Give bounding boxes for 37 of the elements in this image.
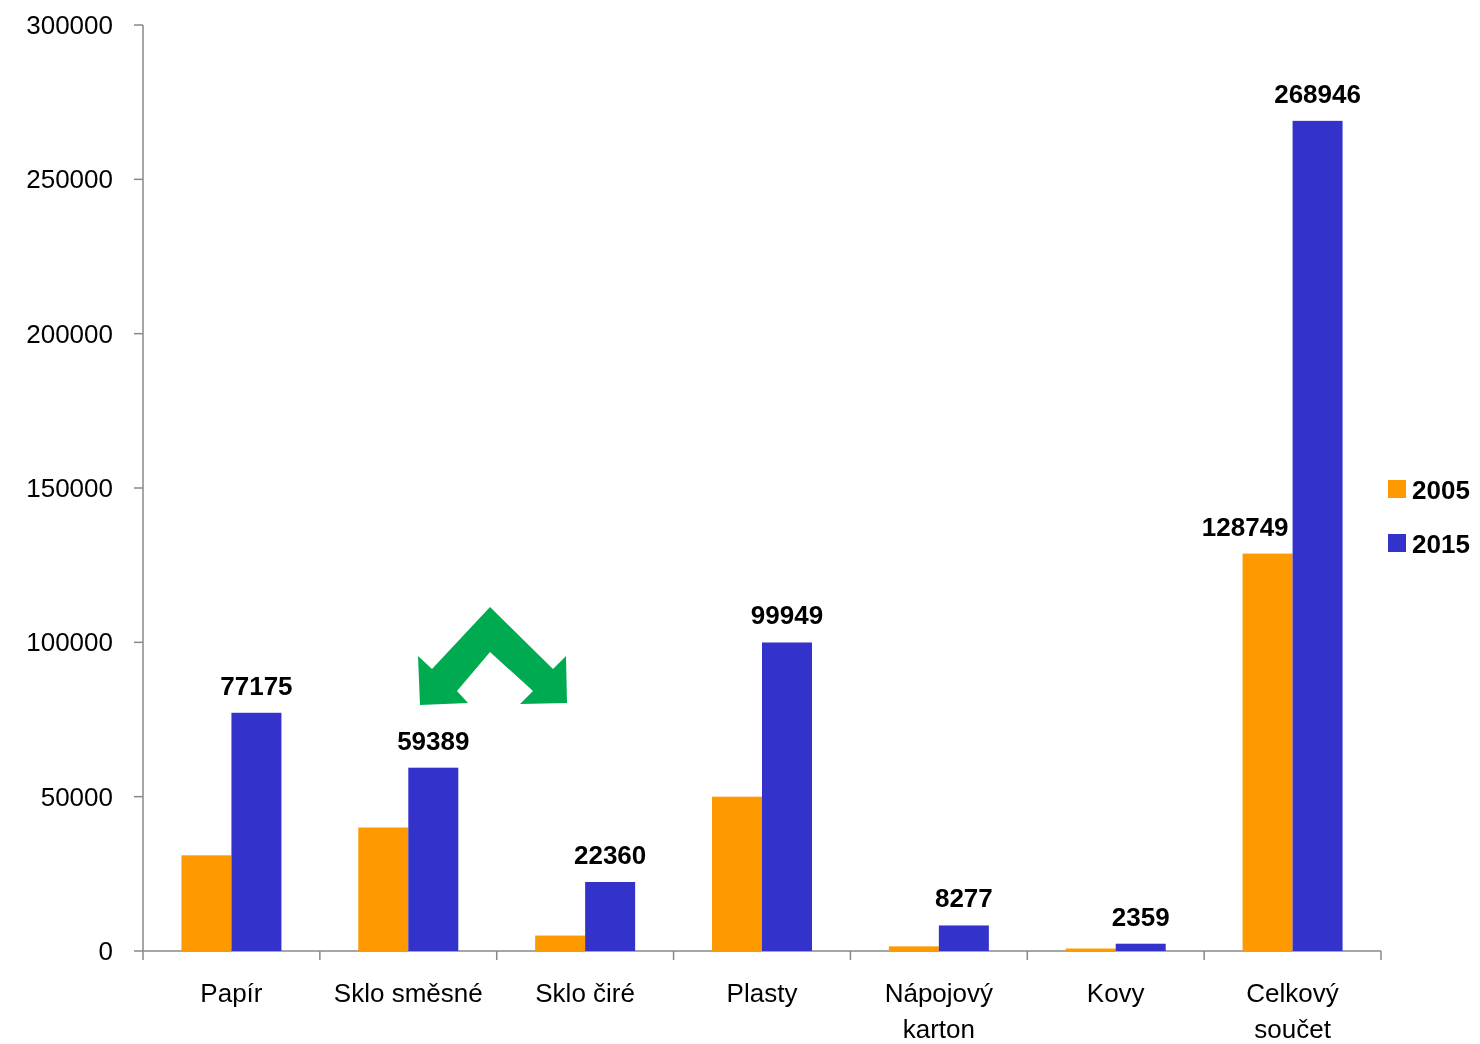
x-tick-label: Sklo směsné xyxy=(333,978,483,1008)
bar xyxy=(762,642,812,951)
data-label: 99949 xyxy=(750,600,824,631)
x-tick-label: Kovy xyxy=(1086,978,1145,1008)
bar xyxy=(181,855,232,951)
data-label: 128749 xyxy=(1201,511,1289,542)
data-label: 8277 xyxy=(934,883,993,914)
legend-label: 2005 xyxy=(1412,475,1470,506)
x-tick-label: Sklo čiré xyxy=(535,978,635,1008)
bar xyxy=(1115,943,1166,951)
data-label: 2359 xyxy=(1111,901,1170,932)
bar xyxy=(535,935,586,951)
legend-label: 2015 xyxy=(1412,529,1470,560)
y-tick-label: 0 xyxy=(98,936,113,967)
y-tick-label: 250000 xyxy=(26,164,113,195)
y-tick-label: 50000 xyxy=(40,781,113,812)
x-tick-label: Nápojový karton xyxy=(884,978,994,1044)
data-label: 22360 xyxy=(573,839,647,870)
y-tick-label: 300000 xyxy=(26,10,113,41)
data-label: 77175 xyxy=(220,670,293,701)
bar xyxy=(1292,120,1343,951)
x-tick-label: Papír xyxy=(200,978,263,1008)
bar xyxy=(712,796,762,951)
bar xyxy=(358,827,409,951)
bar xyxy=(231,712,282,951)
x-tick-label: Plasty xyxy=(726,978,798,1008)
data-label: 59389 xyxy=(397,725,470,756)
bar xyxy=(408,767,459,951)
y-tick-label: 100000 xyxy=(26,627,113,658)
y-tick-label: 150000 xyxy=(26,473,113,504)
bar xyxy=(938,925,989,951)
y-tick-label: 200000 xyxy=(26,318,113,349)
bar xyxy=(585,881,636,951)
x-tick-label: Celkový součet xyxy=(1246,978,1339,1044)
bar xyxy=(888,946,939,951)
bar xyxy=(1242,553,1293,951)
data-label: 268946 xyxy=(1274,78,1361,109)
